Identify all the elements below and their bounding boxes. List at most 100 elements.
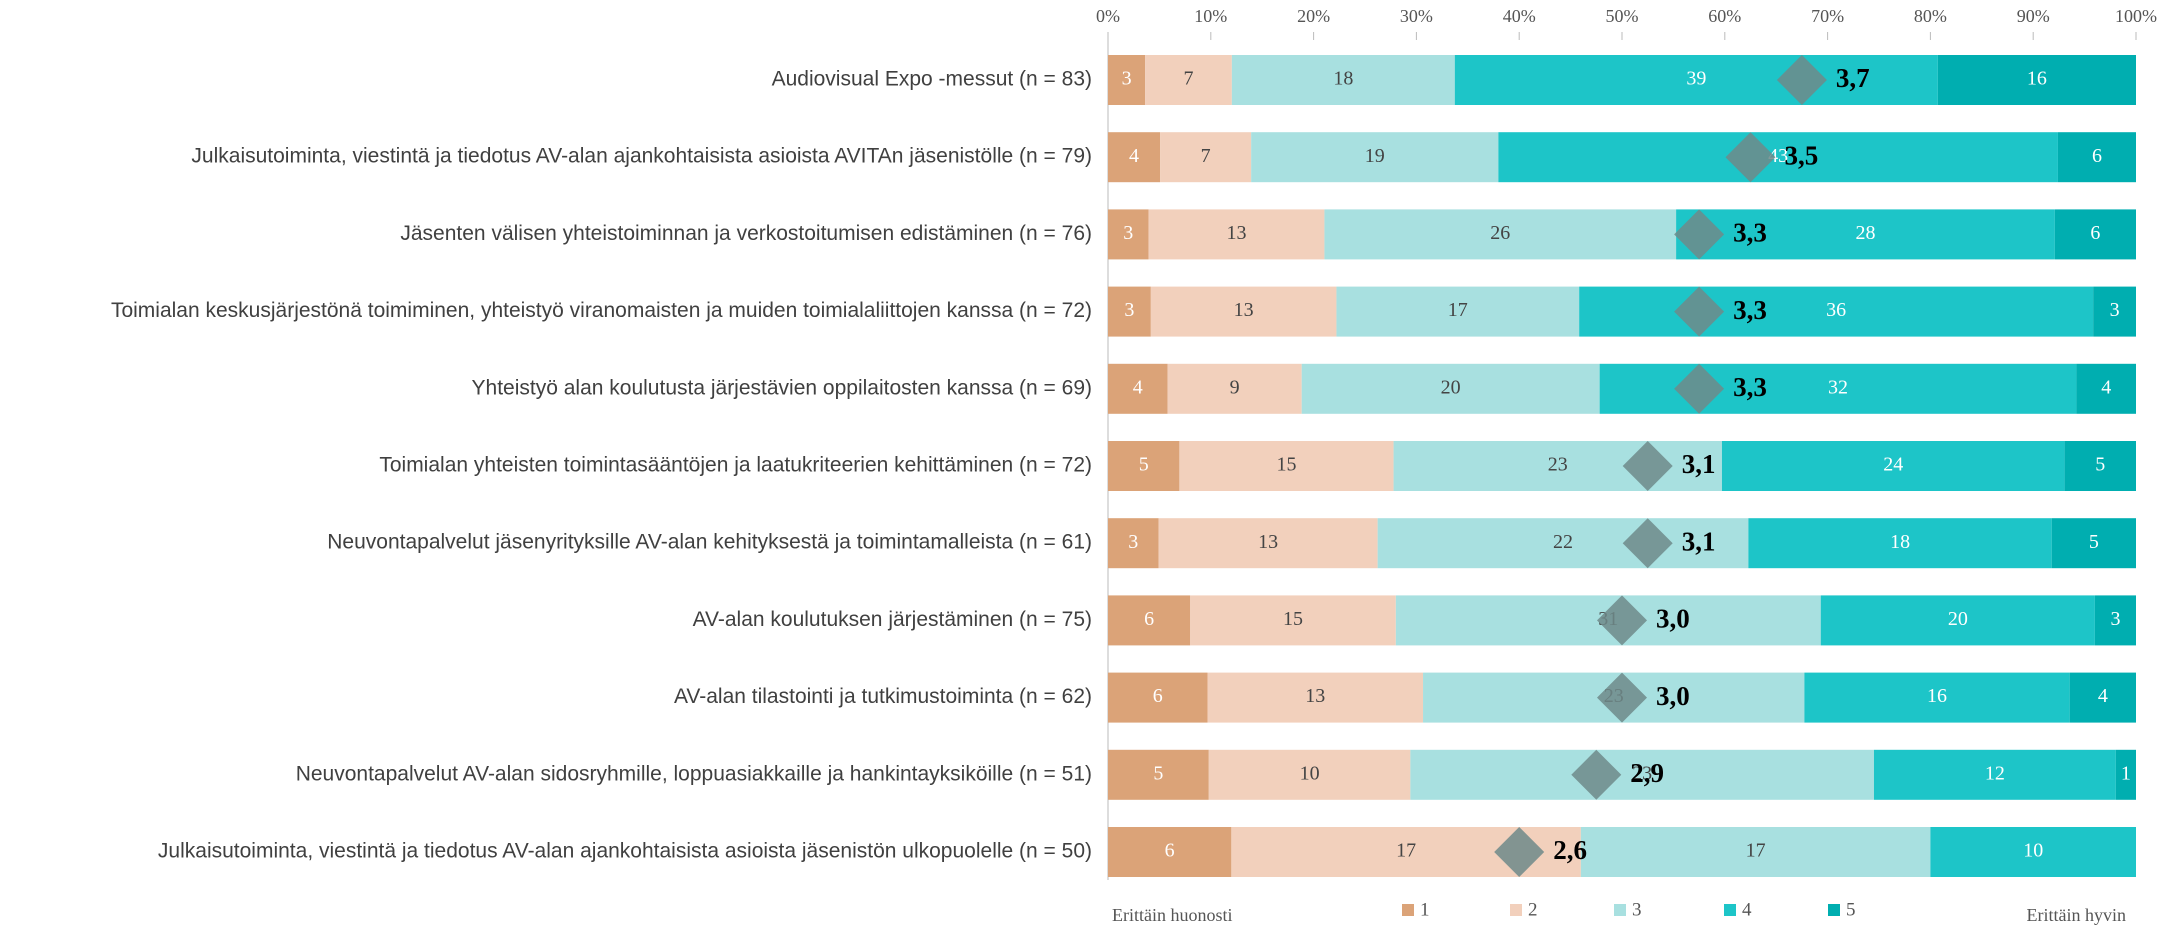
bar-segment xyxy=(1676,209,2055,260)
segment-label: 16 xyxy=(1927,685,1947,707)
mean-label: 3,7 xyxy=(1836,63,1870,93)
bar-segment xyxy=(1108,827,1232,877)
legend-label: 2 xyxy=(1528,899,1538,920)
segment-label: 39 xyxy=(1686,68,1706,90)
segment-label: 5 xyxy=(1139,454,1149,476)
legend-label: 5 xyxy=(1846,899,1856,920)
segment-label: 5 xyxy=(1153,762,1163,784)
bar-segment xyxy=(1336,286,1580,337)
segment-label: 10 xyxy=(1300,762,1320,784)
segment-label: 12 xyxy=(1985,762,2005,784)
segment-label: 17 xyxy=(1746,840,1766,862)
segment-label: 1 xyxy=(2121,762,2131,784)
bar-segment xyxy=(1190,595,1396,646)
segment-label: 4 xyxy=(2101,376,2111,398)
segment-label: 7 xyxy=(1184,68,1194,90)
mean-label: 2,9 xyxy=(1630,758,1664,788)
segment-label: 4 xyxy=(1129,145,1139,167)
category-label: Julkaisutoiminta, viestintä ja tiedotus … xyxy=(191,145,1092,168)
segment-label: 17 xyxy=(1396,840,1416,862)
legend-swatch xyxy=(1828,904,1840,916)
x-tick-label: 60% xyxy=(1708,6,1741,26)
bar-segment xyxy=(2094,595,2136,646)
segment-label: 4 xyxy=(2098,685,2108,707)
bar-segment xyxy=(1108,55,1146,105)
segment-label: 9 xyxy=(1230,376,1240,398)
category-label: AV-alan koulutuksen järjestäminen (n = 7… xyxy=(693,608,1092,631)
bar-segment xyxy=(1804,672,2070,723)
segment-label: 3 xyxy=(2110,299,2120,321)
bar-segment xyxy=(1454,55,1938,105)
bar-segment xyxy=(1108,749,1209,800)
low-label: Erittäin huonosti xyxy=(1112,905,1233,925)
segment-label: 20 xyxy=(1948,608,1968,630)
bar-segment xyxy=(1377,518,1749,569)
bar-segment xyxy=(1231,55,1455,105)
category-label: Yhteistyö alan koulutusta järjestävien o… xyxy=(472,376,1092,399)
bar-segment xyxy=(1410,749,1874,800)
segment-label: 6 xyxy=(1153,685,1163,707)
segment-label: 7 xyxy=(1201,145,1211,167)
x-tick-label: 0% xyxy=(1096,6,1120,26)
segment-label: 15 xyxy=(1283,608,1303,630)
mean-label: 3,1 xyxy=(1682,449,1716,479)
bar-segment xyxy=(2069,672,2136,723)
bar-segment xyxy=(1108,286,1151,337)
x-tick-label: 90% xyxy=(2017,6,2050,26)
bar-segment xyxy=(1167,363,1302,414)
high-label: Erittäin hyvin xyxy=(2027,905,2126,925)
segment-label: 26 xyxy=(1490,222,1510,244)
category-label: Julkaisutoiminta, viestintä ja tiedotus … xyxy=(158,840,1092,863)
segment-label: 32 xyxy=(1828,376,1848,398)
segment-label: 36 xyxy=(1826,299,1846,321)
mean-label: 3,5 xyxy=(1785,140,1819,170)
bar-segment xyxy=(1498,132,2058,183)
bar-segment xyxy=(2057,132,2136,183)
segment-label: 5 xyxy=(2089,531,2099,553)
legend-swatch xyxy=(1402,904,1414,916)
x-tick-label: 100% xyxy=(2115,6,2157,26)
bar-segment xyxy=(2076,363,2136,414)
mean-marker xyxy=(1776,55,1827,105)
mean-marker xyxy=(1622,518,1673,569)
bar-segment xyxy=(1207,672,1424,723)
bar-segment xyxy=(1108,672,1208,723)
segment-label: 18 xyxy=(1333,68,1353,90)
bar-segment xyxy=(1873,749,2116,800)
bar-segment xyxy=(1580,827,1931,877)
bar-segment xyxy=(1108,132,1161,183)
bar-segment xyxy=(1579,286,2094,337)
mean-label: 2,6 xyxy=(1553,835,1587,865)
mean-label: 3,3 xyxy=(1733,218,1767,248)
legend-label: 1 xyxy=(1420,899,1430,920)
bar-segment xyxy=(2054,209,2136,260)
legend-label: 3 xyxy=(1632,899,1642,920)
bar-segment xyxy=(1150,286,1337,337)
segment-label: 5 xyxy=(2095,454,2105,476)
category-label: Toimialan keskusjärjestönä toimiminen, y… xyxy=(111,299,1092,322)
segment-label: 6 xyxy=(1144,608,1154,630)
bar-segment xyxy=(1721,441,2065,491)
legend-swatch xyxy=(1510,904,1522,916)
bar-segment xyxy=(1930,827,2136,877)
mean-marker xyxy=(1674,363,1725,414)
mean-label: 3,1 xyxy=(1682,526,1716,556)
segment-label: 17 xyxy=(1448,299,1468,321)
bar-segment xyxy=(1251,132,1499,183)
category-label: Neuvontapalvelut AV-alan sidosryhmille, … xyxy=(296,762,1092,785)
category-label: Audiovisual Expo -messut (n = 83) xyxy=(772,68,1092,91)
bar-segment xyxy=(1179,441,1394,491)
segment-label: 6 xyxy=(1165,840,1175,862)
x-tick-label: 30% xyxy=(1400,6,1433,26)
segment-label: 28 xyxy=(1855,222,1875,244)
segment-label: 3 xyxy=(2110,608,2120,630)
x-tick-label: 20% xyxy=(1297,6,1330,26)
segment-label: 18 xyxy=(1890,531,1910,553)
bar-segment xyxy=(1108,209,1149,260)
bar-segment xyxy=(1160,132,1252,183)
segment-label: 3 xyxy=(1124,299,1134,321)
category-label: Toimialan yhteisten toimintasääntöjen ja… xyxy=(379,454,1092,477)
bar-segment xyxy=(1145,55,1232,105)
legend-label: 4 xyxy=(1742,899,1752,920)
